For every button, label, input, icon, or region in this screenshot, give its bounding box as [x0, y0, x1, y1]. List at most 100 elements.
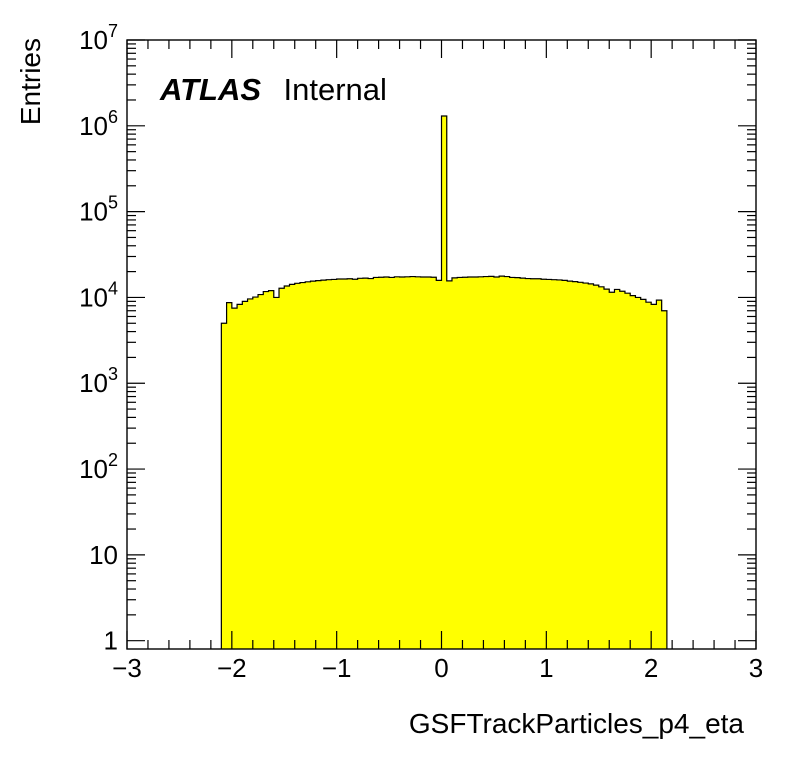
x-tick-label: 3	[749, 653, 763, 683]
histogram-bin	[431, 277, 437, 649]
histogram-bin	[514, 277, 521, 649]
x-tick-label: −1	[322, 653, 352, 683]
histogram-bin	[242, 301, 249, 649]
histogram-bin	[467, 277, 474, 649]
histogram-bin	[347, 278, 353, 649]
histogram-bin	[640, 299, 647, 649]
histogram-bin	[341, 279, 348, 649]
y-axis-title: Entries	[15, 38, 46, 125]
histogram-bin	[493, 277, 500, 649]
histogram-bin	[551, 279, 558, 649]
histogram-bin	[320, 280, 327, 649]
histogram-bin	[446, 280, 453, 649]
histogram-bin	[226, 302, 233, 649]
histogram-bin	[609, 292, 616, 649]
histogram-bin	[572, 281, 579, 649]
y-tick-label: 107	[79, 21, 118, 55]
histogram-bin	[577, 282, 584, 649]
histogram-bin	[546, 279, 553, 649]
histogram-bin	[624, 293, 631, 649]
histogram-bin	[509, 277, 516, 649]
x-tick-label: 1	[539, 653, 553, 683]
atlas-label: ATLAS Internal	[159, 72, 387, 107]
histogram-bin	[651, 304, 658, 649]
histogram-bin	[378, 277, 385, 649]
y-tick-label: 106	[79, 107, 118, 141]
y-tick-labels: 1 10 102 103 104 105 106 107	[79, 21, 118, 656]
histogram-bin	[588, 283, 595, 649]
histogram-bin	[425, 277, 432, 649]
y-tick-label: 104	[79, 278, 118, 312]
histogram-bin	[541, 279, 547, 649]
histogram-bin	[383, 277, 390, 649]
histogram-bin	[583, 283, 589, 649]
histogram-bin	[567, 281, 574, 649]
histogram-bin	[258, 294, 264, 649]
histogram-bin	[362, 278, 369, 649]
histogram-bin	[373, 277, 380, 649]
histogram-bin	[530, 278, 537, 649]
histogram-bin	[252, 297, 259, 649]
histogram-bin	[525, 278, 532, 649]
histogram-bins	[221, 116, 668, 649]
histogram-bin	[305, 281, 312, 649]
plot-frame	[126, 39, 757, 650]
histogram-bin	[399, 277, 406, 649]
histogram-outline	[220, 115, 668, 649]
histogram-bin	[593, 285, 600, 649]
histogram-bin	[499, 276, 505, 649]
histogram-bin	[389, 277, 395, 649]
x-tick-label: −3	[112, 653, 142, 683]
histogram-bin	[635, 297, 642, 649]
y-tick-label: 105	[79, 193, 118, 227]
x-axis-title: GSFTrackParticles_p4_eta	[409, 708, 745, 739]
histogram-bin	[462, 277, 469, 649]
histogram-bin	[656, 300, 663, 649]
histogram-bin	[619, 291, 626, 649]
histogram-bin	[661, 310, 668, 649]
histogram-bin	[472, 277, 479, 649]
histogram-bin	[436, 280, 443, 649]
histogram-bin	[326, 279, 333, 649]
histogram-bin	[630, 295, 637, 649]
histogram-bin	[562, 280, 568, 649]
histogram-bin	[441, 116, 448, 649]
x-tick-label: 2	[644, 653, 658, 683]
histogram-bin	[598, 286, 605, 649]
y-tick-label: 102	[79, 450, 118, 484]
histogram-bin	[535, 278, 542, 649]
histogram-bin	[483, 276, 490, 649]
x-tick-labels: −3 −2 −1 0 1 2 3	[112, 653, 763, 683]
histogram-bin	[331, 279, 338, 649]
histogram-bin	[614, 289, 621, 649]
histogram-bin	[268, 290, 275, 649]
histogram-bin	[279, 288, 285, 649]
histogram-bin	[504, 276, 511, 649]
y-tick-label: 1	[104, 626, 118, 656]
histogram-bin	[556, 279, 563, 649]
histogram-bin	[420, 277, 427, 649]
histogram-bin	[247, 298, 254, 649]
histogram-bin	[310, 281, 317, 649]
atlas-label-internal: Internal	[283, 72, 386, 107]
histogram-bin	[263, 291, 270, 649]
histogram-bin	[221, 323, 228, 649]
histogram-bin	[231, 308, 238, 649]
histogram-bin	[368, 278, 374, 649]
histogram-bin	[394, 276, 401, 649]
histogram-bin	[488, 276, 495, 649]
histogram-bin	[415, 276, 422, 649]
histogram-bin	[352, 279, 359, 649]
histogram-bin	[273, 297, 280, 649]
histogram-bin	[284, 285, 291, 649]
y-tick-label: 10	[89, 540, 118, 570]
histogram-bin	[404, 276, 411, 649]
histogram-bin	[357, 278, 364, 649]
histogram-bin	[294, 283, 301, 649]
x-tick-label: 0	[434, 653, 448, 683]
atlas-label-bold: ATLAS	[159, 72, 261, 107]
histogram-bin	[645, 302, 652, 649]
histogram-bin	[520, 278, 526, 649]
histogram-bin	[237, 304, 243, 649]
